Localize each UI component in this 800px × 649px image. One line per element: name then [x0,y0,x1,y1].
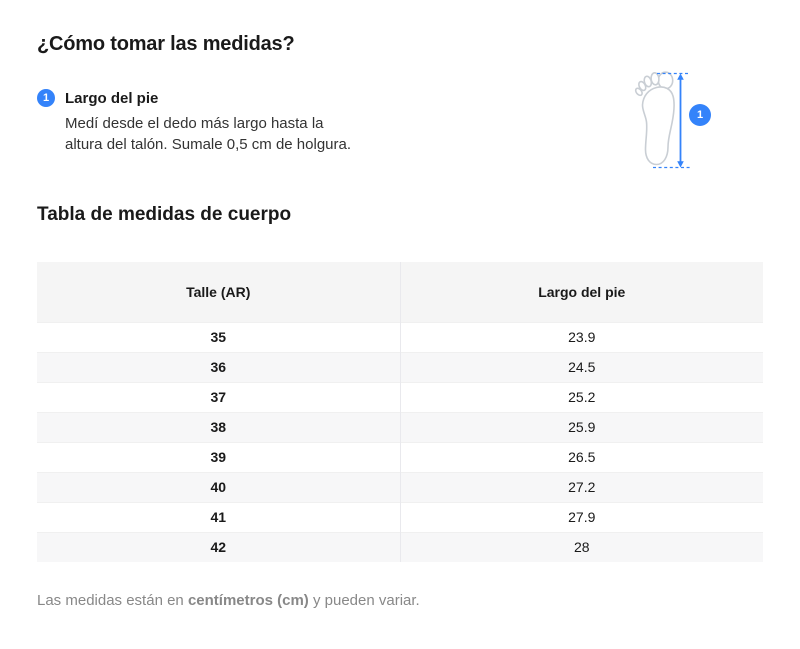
foot-icon [634,71,675,166]
diagram-number-badge: 1 [689,104,711,126]
size-guide-page: ¿Cómo tomar las medidas? 1 Largo del pie… [37,33,763,610]
size-cell: 38 [37,411,400,442]
size-table: Talle (AR) Largo del pie 35 23.9 36 24.5… [37,262,763,562]
table-row: 41 27.9 [37,501,763,532]
foot-measurement-illustration: 1 [634,69,712,178]
column-header-largo: Largo del pie [399,262,763,322]
length-cell: 25.9 [399,411,763,442]
footnote: Las medidas están en centímetros (cm) y … [37,592,763,610]
table-row: 42 28 [37,531,763,562]
table-section-title: Tabla de medidas de cuerpo [37,204,292,225]
step-label: Largo del pie [65,89,159,107]
step-largo-del-pie: 1 Largo del pie Medí desde el dedo más l… [37,69,357,155]
diagram-badge-number: 1 [697,109,703,121]
table-row: 40 27.2 [37,471,763,502]
size-cell: 41 [37,501,400,532]
step-header: 1 Largo del pie [37,89,357,107]
length-cell: 24.5 [399,351,763,382]
measurement-arrow [653,72,690,169]
length-cell: 27.2 [399,471,763,502]
length-cell: 23.9 [399,321,763,352]
length-cell: 25.2 [399,381,763,412]
size-cell: 37 [37,381,400,412]
size-cell: 35 [37,321,400,352]
length-cell: 26.5 [399,441,763,472]
table-row: 39 26.5 [37,441,763,472]
step-number-badge: 1 [37,89,55,107]
size-cell: 36 [37,351,400,382]
table-row: 35 23.9 [37,321,763,352]
column-header-talle: Talle (AR) [37,262,400,322]
page-title: ¿Cómo tomar las medidas? [37,33,295,55]
length-cell: 27.9 [399,501,763,532]
size-cell: 40 [37,471,400,502]
length-cell: 28 [399,531,763,562]
footnote-units: centímetros (cm) [187,592,309,609]
footnote-prefix: Las medidas están en [37,592,188,609]
footnote-suffix: y pueden variar. [308,592,420,609]
foot-diagram-svg: 1 [634,71,711,169]
table-row: 36 24.5 [37,351,763,382]
step-description: Medí desde el dedo más largo hasta la al… [65,115,352,153]
size-cell: 39 [37,441,400,472]
measurement-section: 1 Largo del pie Medí desde el dedo más l… [37,69,763,178]
size-cell: 42 [37,531,400,562]
table-row: 37 25.2 [37,381,763,412]
table-row: 38 25.9 [37,411,763,442]
size-table-header: Talle (AR) Largo del pie [37,262,763,322]
